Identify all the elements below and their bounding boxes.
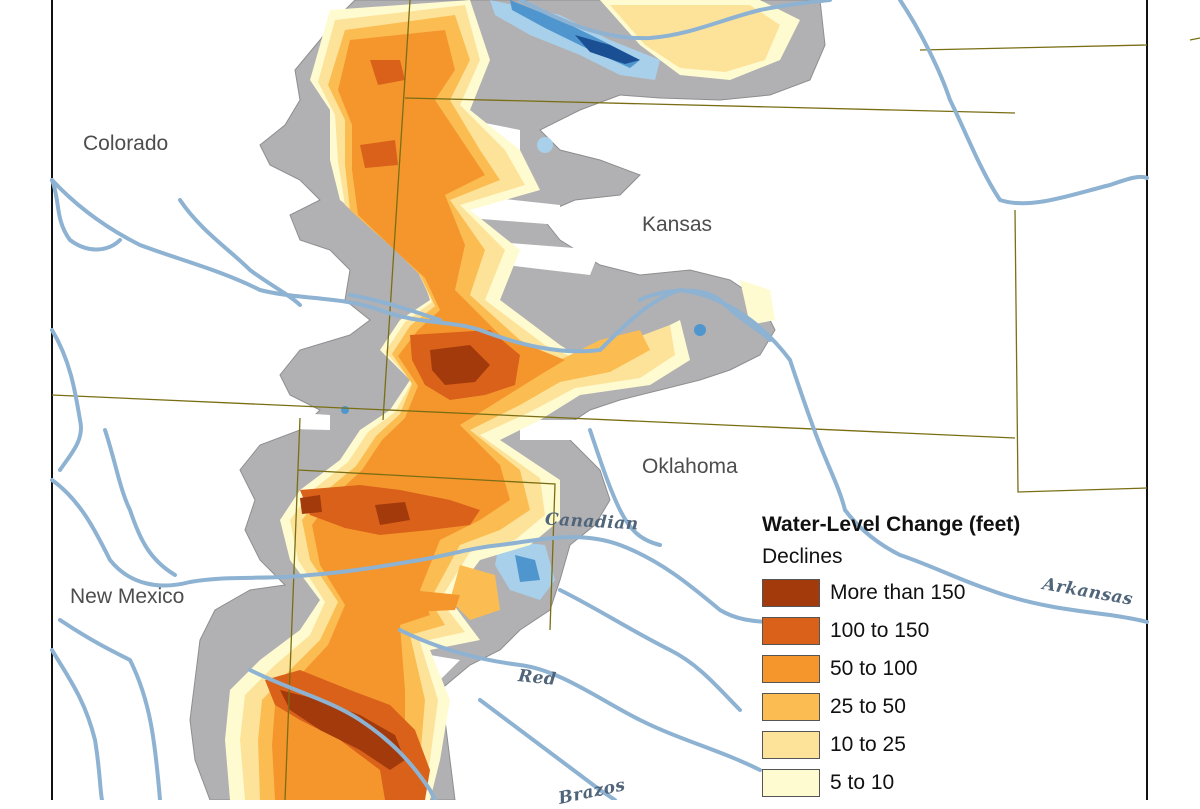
legend-swatch	[762, 731, 820, 759]
river-red	[248, 668, 437, 800]
state-label-new-mexico: New Mexico	[70, 585, 185, 608]
river-nm-branch	[103, 428, 177, 577]
river-nm-west	[50, 328, 83, 472]
river-brazos	[478, 698, 617, 800]
river-label-red: Red	[517, 666, 558, 690]
map-frame	[51, 0, 1148, 800]
river-ok-north	[588, 428, 662, 547]
river-colorado-south	[50, 178, 122, 252]
river-pecos	[58, 618, 162, 800]
legend-item: 5 to 10	[762, 764, 1082, 802]
legend-label: 100 to 150	[830, 619, 930, 642]
river-arkansas-main	[50, 178, 847, 512]
legend-label: 5 to 10	[830, 771, 895, 794]
legend-label: 25 to 50	[830, 695, 906, 718]
river-red-east	[398, 628, 762, 772]
river-west-edge	[50, 648, 104, 800]
legend-swatch	[762, 579, 820, 607]
legend-title: Water-Level Change (feet)	[762, 513, 1021, 536]
river-north	[518, 0, 832, 41]
legend-swatch	[762, 769, 820, 797]
river-canadian	[50, 478, 792, 627]
river-co-creek	[178, 198, 302, 307]
legend-label: 50 to 100	[830, 657, 918, 680]
state-label-colorado: Colorado	[83, 132, 169, 155]
legend-swatch	[762, 655, 820, 683]
legend-item: 10 to 25	[762, 726, 1082, 764]
legend-item: More than 150	[762, 574, 1082, 612]
legend-label: More than 150	[830, 581, 966, 604]
river-north-east	[898, 0, 1149, 206]
water-level-declines	[225, 0, 800, 800]
legend-label: 10 to 25	[830, 733, 906, 756]
rivers	[50, 0, 1149, 800]
legend-subtitle: Declines	[762, 545, 843, 568]
river-ok-south	[558, 588, 742, 712]
legend-item: 100 to 150	[762, 612, 1082, 650]
legend-item: 25 to 50	[762, 688, 1082, 726]
river-arkansas-south	[843, 508, 1149, 624]
legend-swatch	[762, 693, 820, 721]
legend: Water-Level Change (feet) Declines More …	[762, 510, 1082, 802]
river-ks-smoky	[348, 293, 442, 322]
state-borders	[51, 0, 1200, 800]
state-label-oklahoma: Oklahoma	[642, 455, 738, 478]
legend-swatch	[762, 617, 820, 645]
legend-item: 50 to 100	[762, 650, 1082, 688]
river-ne-creek	[638, 288, 772, 342]
state-label-kansas: Kansas	[642, 213, 713, 236]
